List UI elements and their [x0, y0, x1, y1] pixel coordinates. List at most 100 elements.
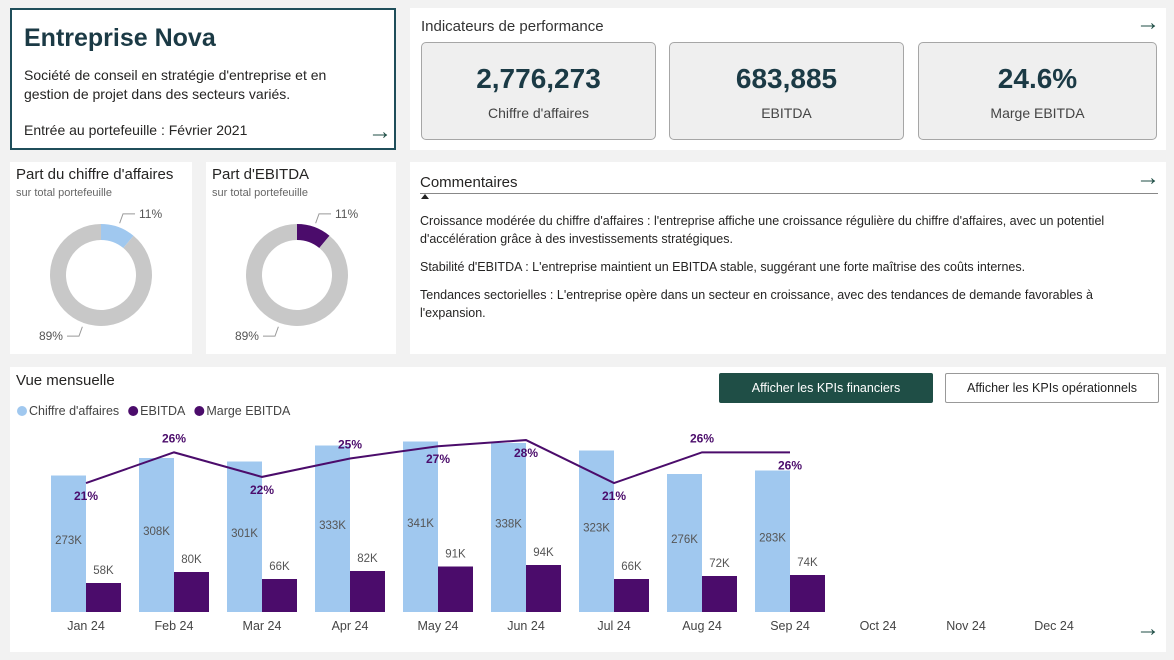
- bar: [51, 475, 86, 612]
- donut-label: 89%: [235, 329, 259, 343]
- bar-label: 66K: [621, 561, 642, 573]
- kpi-value: 2,776,273: [476, 63, 601, 94]
- donut-title: Part d'EBITDA: [212, 166, 310, 183]
- bar-label: 66K: [269, 561, 290, 573]
- bar-label: 333K: [319, 520, 346, 532]
- bar-label: 283K: [759, 532, 786, 544]
- legend-label: Marge EBITDA: [206, 404, 291, 418]
- leader-line: [66, 326, 83, 337]
- bar: [174, 572, 209, 612]
- button-operational[interactable]: Afficher les KPIs opérationnels: [945, 373, 1159, 403]
- kpi-value: 24.6%: [997, 63, 1078, 94]
- monthly-panel: Vue mensuelle Afficher les KPIs financie…: [10, 367, 1166, 652]
- kpi-value: 683,885: [735, 63, 838, 94]
- bar: [667, 474, 702, 612]
- line-label: 21%: [74, 489, 98, 503]
- line-label: 21%: [602, 489, 626, 503]
- company-description: Société de conseil en stratégie d'entrep…: [24, 67, 327, 102]
- comments-title: Commentaires: [420, 174, 518, 191]
- arrow-button[interactable]: →: [368, 118, 392, 145]
- x-tick-label: Nov 24: [946, 619, 986, 633]
- bar: [350, 571, 385, 612]
- line-label: 27%: [426, 452, 450, 466]
- x-tick-label: Jan 24: [67, 619, 105, 633]
- bar: [755, 470, 790, 612]
- bar-label: 308K: [143, 526, 170, 538]
- comment: Tendances sectorielles : L'entreprise op…: [420, 288, 1093, 320]
- donut-slice: [245, 224, 348, 326]
- x-tick-label: Oct 24: [860, 619, 897, 633]
- x-tick-label: Sep 24: [770, 619, 810, 633]
- bar: [702, 576, 737, 612]
- x-tick-label: Aug 24: [682, 619, 722, 633]
- arrow-button[interactable]: →: [1136, 9, 1160, 36]
- legend-marker: [194, 406, 205, 416]
- button-financial[interactable]: Afficher les KPIs financiers: [719, 373, 933, 403]
- bar-label: 341K: [407, 518, 434, 530]
- kpi-label: Chiffre d'affaires: [488, 105, 589, 121]
- bar: [403, 441, 438, 612]
- collapse-icon[interactable]: [421, 194, 429, 199]
- comment: Stabilité d'EBITDA : L'entreprise mainti…: [420, 260, 1026, 274]
- kpi-card: 683,885 EBITDA: [669, 42, 904, 140]
- donut-subtitle: sur total portefeuille: [16, 187, 112, 199]
- kpi-label: Marge EBITDA: [990, 105, 1085, 121]
- kpi-card: 24.6% Marge EBITDA: [918, 42, 1157, 140]
- comments-body: Croissance modérée du chiffre d'affaires…: [420, 212, 1120, 332]
- kpi-panel: Indicateurs de performance → 2,776,273 Ch…: [410, 8, 1166, 150]
- bar-label: 74K: [797, 557, 818, 569]
- donut-label: 89%: [39, 329, 63, 343]
- donut-title: Part du chiffre d'affaires: [16, 166, 174, 183]
- line-label: 28%: [514, 446, 538, 460]
- bar-label: 58K: [93, 565, 114, 577]
- bar-label: 72K: [709, 558, 730, 570]
- bar-label: 82K: [357, 553, 378, 565]
- bar-label: 80K: [181, 554, 202, 566]
- bar: [491, 443, 526, 612]
- line-label: 25%: [338, 437, 362, 451]
- line-label: 22%: [250, 483, 274, 497]
- line-label: 26%: [778, 458, 802, 472]
- divider: [420, 193, 1158, 194]
- bar: [438, 566, 473, 612]
- comment: Croissance modérée du chiffre d'affaires…: [420, 214, 1105, 246]
- leader-line: [262, 326, 279, 337]
- bar-label: 273K: [55, 535, 82, 547]
- line-label: 26%: [162, 431, 186, 445]
- comments-panel: Commentaires → Croissance modérée du chi…: [410, 162, 1166, 354]
- donut-panel: Part d'EBITDA sur total portefeuille 11%…: [206, 162, 396, 354]
- bar-label: 338K: [495, 519, 522, 531]
- leader-line: [119, 213, 136, 224]
- legend-label: EBITDA: [140, 404, 186, 418]
- x-tick-label: May 24: [418, 619, 459, 633]
- bar: [579, 450, 614, 612]
- line: [85, 439, 790, 485]
- bar: [86, 583, 121, 612]
- legend-label: Chiffre d'affaires: [29, 404, 119, 418]
- bar: [790, 575, 825, 612]
- arrow-button[interactable]: →: [1136, 164, 1160, 191]
- company-panel: Entreprise Nova Société de conseil en st…: [10, 8, 396, 150]
- bar-label: 301K: [231, 528, 258, 540]
- arrow-button[interactable]: →: [1136, 615, 1160, 642]
- x-tick-label: Feb 24: [155, 619, 194, 633]
- donut-label: 11%: [139, 207, 162, 221]
- x-tick-label: Dec 24: [1034, 619, 1074, 633]
- donut-slice: [297, 224, 330, 249]
- donut-subtitle: sur total portefeuille: [212, 187, 308, 199]
- donut-slice: [101, 224, 134, 249]
- bar: [315, 445, 350, 612]
- bar: [262, 579, 297, 612]
- bar: [526, 565, 561, 612]
- x-tick-label: Mar 24: [243, 619, 282, 633]
- bar-label: 323K: [583, 522, 610, 534]
- line-label: 26%: [690, 431, 714, 445]
- x-tick-label: Apr 24: [332, 619, 369, 633]
- monthly-title: Vue mensuelle: [16, 372, 115, 389]
- legend-marker: [128, 406, 139, 416]
- leader-line: [315, 213, 332, 224]
- bar-label: 276K: [671, 534, 698, 546]
- bar: [227, 461, 262, 612]
